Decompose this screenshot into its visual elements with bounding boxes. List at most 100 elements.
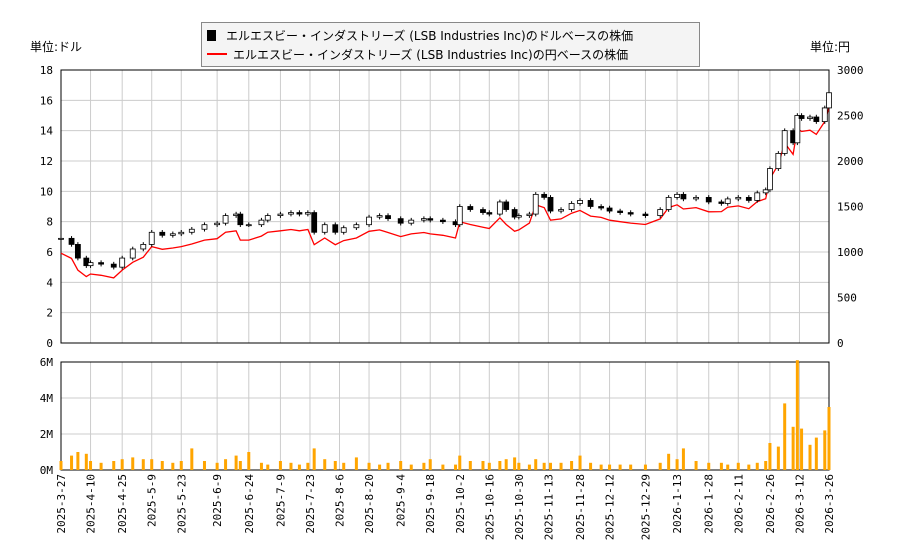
volume-bar: [599, 464, 603, 470]
y-tick-label-right: 2500: [837, 110, 864, 123]
x-tick-label: 2025-6-24: [243, 474, 256, 534]
volume-bar: [629, 464, 633, 470]
candle-body: [665, 196, 672, 210]
candle-body: [486, 212, 493, 215]
y-tick-label-right: 500: [837, 292, 857, 305]
candle-body: [439, 219, 446, 223]
candle-body: [277, 213, 284, 216]
volume-bar: [527, 464, 531, 470]
volume-tick-label: 4M: [40, 392, 54, 405]
candle-body: [767, 168, 773, 191]
y-tick-label-left: 2: [46, 307, 53, 320]
candle-body: [119, 257, 126, 268]
volume-bar: [726, 464, 730, 470]
candle-body: [366, 216, 372, 226]
volume-bar: [783, 403, 787, 470]
candle-body: [813, 116, 820, 122]
candle-body: [214, 222, 221, 226]
candle-body: [627, 212, 634, 215]
x-tick-label: 2025-11-13: [542, 474, 555, 540]
legend-label-usd: エルエスビー・インダストリーズ (LSB Industries Inc)のドルベ…: [226, 29, 634, 43]
volume-bar: [131, 457, 135, 470]
volume-bar: [266, 464, 270, 470]
x-tick-label: 2025-10-30: [513, 474, 526, 540]
x-tick-label: 2026-1-28: [703, 474, 716, 534]
candle-body: [821, 107, 828, 122]
x-tick-label: 2025-12-29: [639, 474, 652, 540]
volume-bar: [504, 459, 508, 470]
volume-bar: [297, 464, 301, 470]
legend-item-jpy: エルエスビー・インダストリーズ (LSB Industries Inc)の円ベー…: [207, 46, 628, 63]
candle-body: [68, 237, 75, 245]
volume-tick-label: 0M: [40, 464, 54, 477]
volume-bar: [468, 461, 472, 470]
legend: エルエスビー・インダストリーズ (LSB Industries Inc)のドルベ…: [201, 22, 700, 67]
x-tick-label: 2026-3-12: [793, 474, 806, 534]
candle-body: [87, 262, 94, 267]
candle-body: [321, 224, 328, 233]
candle-body: [718, 201, 725, 204]
volume-bar: [59, 461, 63, 470]
y-tick-label-left: 8: [46, 216, 53, 229]
volume-bar: [747, 464, 751, 470]
volume-bar: [707, 462, 711, 470]
volume-bar: [694, 461, 698, 470]
candle-body: [775, 153, 782, 169]
volume-bar: [70, 455, 74, 470]
candle-body: [353, 224, 360, 229]
candle-body: [110, 263, 117, 268]
y-tick-label-left: 18: [40, 64, 53, 77]
candle-body: [547, 196, 554, 212]
x-tick-label: 2025-6-9: [211, 474, 224, 527]
candle-body: [178, 231, 185, 235]
candle-body: [724, 198, 731, 204]
candle-body: [496, 201, 503, 215]
candle-body: [826, 92, 832, 109]
candle-body: [541, 193, 548, 198]
candle-body: [467, 206, 474, 210]
candle-body: [148, 231, 155, 245]
candle-body: [245, 224, 252, 227]
legend-item-usd: エルエスビー・インダストリーズ (LSB Industries Inc)のドルベ…: [207, 27, 633, 44]
volume-bar: [608, 464, 612, 470]
candle-body: [598, 206, 605, 209]
volume-bar: [791, 426, 795, 470]
volume-bar: [333, 461, 337, 470]
volume-bar: [323, 459, 327, 470]
y-tick-label-left: 0: [46, 337, 53, 350]
volume-bar: [458, 455, 462, 470]
candle-body: [606, 207, 613, 212]
candle-body: [745, 196, 752, 201]
x-tick-label: 2025-10-16: [483, 474, 496, 540]
volume-bar: [454, 464, 458, 470]
candle-body: [140, 244, 147, 250]
volume-bar: [618, 464, 622, 470]
volume-bar: [150, 459, 154, 470]
black-square-icon: [207, 30, 216, 41]
volume-bar: [399, 461, 403, 470]
candle-body: [577, 200, 583, 204]
candle-body: [83, 257, 90, 267]
right-axis-unit: 単位:円: [810, 40, 851, 54]
candle-body: [74, 244, 81, 259]
candle-body: [264, 215, 271, 221]
volume-bar: [112, 461, 116, 470]
y-tick-label-left: 14: [40, 125, 54, 138]
left-axis-unit: 単位:ドル: [30, 40, 83, 54]
volume-bar: [768, 443, 772, 470]
candle-body: [169, 233, 176, 236]
volume-bar: [675, 459, 679, 470]
volume-bar: [306, 462, 310, 470]
candle-body: [296, 212, 303, 215]
volume-bar: [658, 462, 662, 470]
volume-bar: [800, 428, 804, 470]
volume-bar: [589, 462, 593, 470]
y-tick-label-right: 3000: [837, 64, 864, 77]
candle-body: [693, 196, 699, 200]
volume-bar: [513, 457, 517, 470]
candle-body: [159, 231, 166, 236]
candle-body: [237, 213, 244, 226]
x-tick-label: 2026-3-26: [823, 474, 836, 534]
volume-bar: [755, 462, 759, 470]
